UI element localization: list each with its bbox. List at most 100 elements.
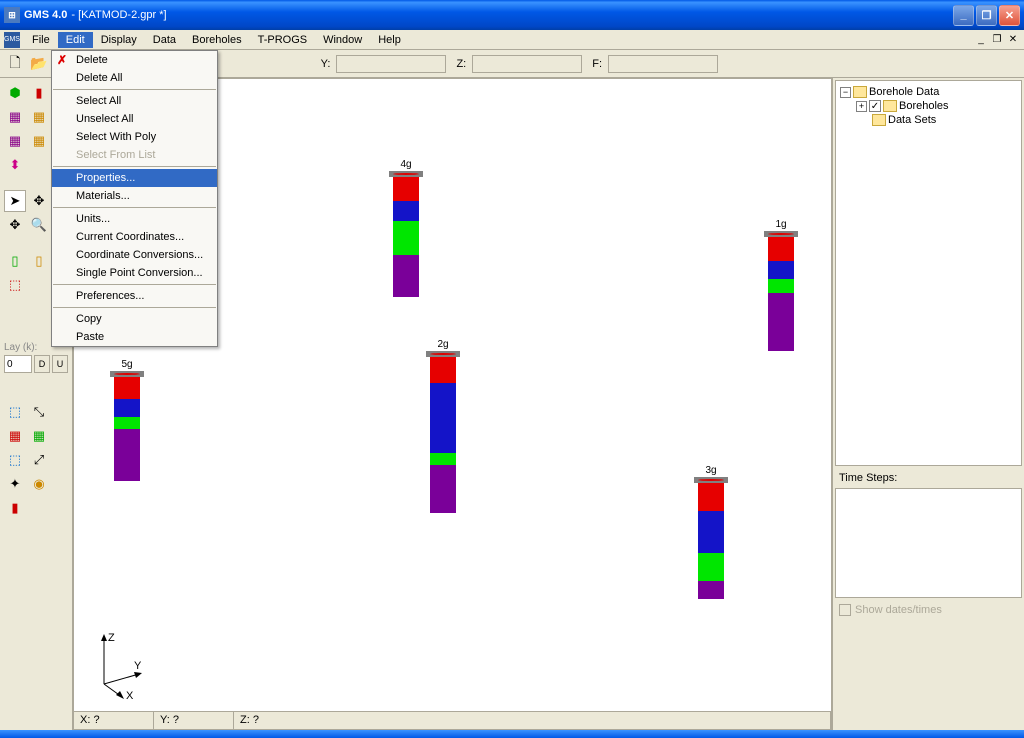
minimize-button[interactable]: _ — [953, 5, 974, 26]
menu-window[interactable]: Window — [315, 32, 370, 48]
show-dates-row: Show dates/times — [833, 600, 1024, 620]
borehole-4g[interactable]: 4g — [389, 171, 423, 297]
view-9-button[interactable]: ▮ — [4, 497, 26, 519]
timesteps-list[interactable] — [835, 488, 1022, 598]
zoom-tool-button[interactable]: 🔍 — [28, 214, 50, 236]
module-3-button[interactable]: ▦ — [4, 106, 26, 128]
data-tree[interactable]: − Borehole Data + ✓ Boreholes Data Sets — [835, 80, 1022, 466]
new-file-button[interactable]: 🗋 — [4, 53, 26, 75]
module-7-button[interactable]: ⬍ — [4, 154, 26, 176]
borehole-segment — [114, 399, 140, 417]
borehole-5g[interactable]: 5g — [110, 371, 144, 481]
module-4-button[interactable]: ▦ — [28, 106, 50, 128]
module-6-button[interactable]: ▦ — [28, 130, 50, 152]
menu-item-units-[interactable]: Units... — [52, 210, 217, 228]
y-coord-input[interactable] — [336, 55, 446, 73]
menu-display[interactable]: Display — [93, 32, 145, 48]
menu-item-preferences-[interactable]: Preferences... — [52, 287, 217, 305]
menu-item-delete[interactable]: Delete✗ — [52, 51, 217, 69]
tree-root[interactable]: − Borehole Data — [840, 85, 1017, 99]
borehole-label: 3g — [705, 465, 716, 476]
z-coord-label: Z: — [456, 58, 466, 70]
menu-item-copy[interactable]: Copy — [52, 310, 217, 328]
view-1-button[interactable]: ⬚ — [4, 401, 26, 423]
menu-item-single-point-conversion-[interactable]: Single Point Conversion... — [52, 264, 217, 282]
show-dates-label: Show dates/times — [855, 604, 942, 616]
move-tool-button[interactable]: ✥ — [4, 214, 26, 236]
pointer-tool-button[interactable]: ➤ — [4, 190, 26, 212]
map-tool-button[interactable]: ⬚ — [4, 274, 26, 296]
menu-item-current-coordinates-[interactable]: Current Coordinates... — [52, 228, 217, 246]
view-2-button[interactable]: ⤡ — [28, 401, 50, 423]
close-button[interactable]: ✕ — [999, 5, 1020, 26]
view-7-button[interactable]: ✦ — [4, 473, 26, 495]
borehole-tool2-button[interactable]: ▯ — [28, 250, 50, 272]
view-6-button[interactable]: ⤢ — [28, 449, 50, 471]
menu-item-properties-[interactable]: Properties... — [52, 169, 217, 187]
borehole-segment — [393, 221, 419, 255]
menu-t-progs[interactable]: T-PROGS — [250, 32, 316, 48]
status-bar: X: ? Y: ? Z: ? — [74, 711, 831, 729]
menu-item-select-all[interactable]: Select All — [52, 92, 217, 110]
open-file-button[interactable]: 📂 — [28, 53, 50, 75]
module-5-button[interactable]: ▦ — [4, 130, 26, 152]
borehole-label: 5g — [121, 359, 132, 370]
view-3-button[interactable]: ▦ — [4, 425, 26, 447]
menu-item-paste[interactable]: Paste — [52, 328, 217, 346]
boreholes-checkbox[interactable]: ✓ — [869, 100, 881, 112]
layer-down-button[interactable]: D — [34, 355, 50, 373]
tree-boreholes[interactable]: + ✓ Boreholes — [840, 99, 1017, 113]
svg-text:X: X — [126, 690, 134, 699]
mdi-controls: _ ❐ ✕ — [974, 33, 1024, 47]
borehole-label: 2g — [437, 339, 448, 350]
app-icon: ⊞ — [4, 7, 20, 23]
mdi-restore-button[interactable]: ❐ — [990, 33, 1004, 47]
menu-help[interactable]: Help — [370, 32, 409, 48]
maximize-button[interactable]: ❐ — [976, 5, 997, 26]
menu-item-delete-all[interactable]: Delete All — [52, 69, 217, 87]
borehole-tool-button[interactable]: ▯ — [4, 250, 26, 272]
mdi-minimize-button[interactable]: _ — [974, 33, 988, 47]
borehole-segment — [698, 581, 724, 599]
module-1-button[interactable]: ⬢ — [4, 82, 26, 104]
menu-edit[interactable]: Edit — [58, 32, 93, 48]
menu-item-select-with-poly[interactable]: Select With Poly — [52, 128, 217, 146]
menu-data[interactable]: Data — [145, 32, 184, 48]
menu-item-materials-[interactable]: Materials... — [52, 187, 217, 205]
menu-item-unselect-all[interactable]: Unselect All — [52, 110, 217, 128]
pan-tool-button[interactable]: ✥ — [28, 190, 50, 212]
borehole-segment — [393, 177, 419, 201]
tree-datasets[interactable]: Data Sets — [840, 113, 1017, 127]
borehole-cap — [389, 171, 423, 177]
mdi-close-button[interactable]: ✕ — [1006, 33, 1020, 47]
layer-input[interactable] — [4, 355, 32, 373]
borehole-3g[interactable]: 3g — [694, 477, 728, 599]
tree-boreholes-label: Boreholes — [899, 100, 949, 112]
f-coord-label: F: — [592, 58, 602, 70]
z-coord-input[interactable] — [472, 55, 582, 73]
borehole-segment — [768, 261, 794, 279]
menu-boreholes[interactable]: Boreholes — [184, 32, 250, 48]
window-titlebar: ⊞ GMS 4.0 - [KATMOD-2.gpr *] _ ❐ ✕ — [0, 0, 1024, 30]
borehole-segment — [393, 255, 419, 297]
tree-collapse-icon[interactable]: − — [840, 87, 851, 98]
borehole-segment — [114, 377, 140, 399]
view-5-button[interactable]: ⬚ — [4, 449, 26, 471]
tree-expand-icon[interactable]: + — [856, 101, 867, 112]
timesteps-label: Time Steps: — [833, 468, 1024, 488]
folder-icon — [853, 86, 867, 98]
tree-root-label: Borehole Data — [869, 86, 939, 98]
module-2-button[interactable]: ▮ — [28, 82, 50, 104]
menu-item-coordinate-conversions-[interactable]: Coordinate Conversions... — [52, 246, 217, 264]
borehole-segment — [114, 429, 140, 481]
view-8-button[interactable]: ◉ — [28, 473, 50, 495]
f-coord-input[interactable] — [608, 55, 718, 73]
mdi-icon[interactable]: GMS — [4, 32, 20, 48]
layer-up-button[interactable]: U — [52, 355, 68, 373]
status-y: Y: ? — [154, 712, 234, 729]
menu-file[interactable]: File — [24, 32, 58, 48]
borehole-1g[interactable]: 1g — [764, 231, 798, 351]
view-4-button[interactable]: ▦ — [28, 425, 50, 447]
borehole-2g[interactable]: 2g — [426, 351, 460, 513]
borehole-segment — [698, 553, 724, 581]
